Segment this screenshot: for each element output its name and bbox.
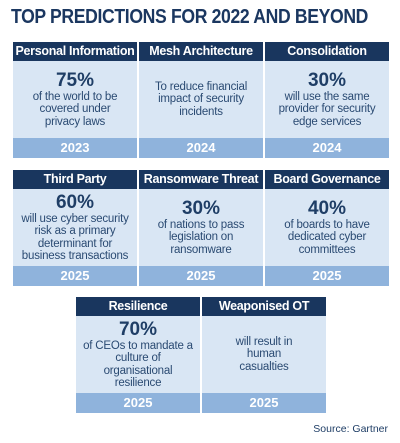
prediction-card-mesh-architecture: Mesh Architecture To reduce financial im… — [139, 42, 263, 158]
prediction-card-resilience: Resilience 70% of CEOs to mandate a cult… — [76, 297, 200, 413]
card-description: To reduce financial impact of security i… — [154, 80, 248, 118]
card-description: will use cyber security risk as a primar… — [21, 212, 129, 263]
infographic-title: TOP PREDICTIONS FOR 2022 AND BEYOND — [11, 6, 369, 28]
card-description: will use the same provider for security … — [278, 90, 376, 128]
card-description: of the world to be covered under privacy… — [32, 90, 118, 128]
card-percent: 75% — [55, 69, 95, 91]
card-percent: 30% — [307, 69, 347, 91]
card-body: 40% of boards to have dedicated cyber co… — [265, 189, 389, 266]
card-year: 2025 — [76, 393, 200, 413]
prediction-card-ransomware-threat: Ransomware Threat 30% of nations to pass… — [139, 170, 263, 286]
prediction-card-weaponised-ot: Weaponised OT will result in human casua… — [202, 297, 326, 413]
card-heading: Ransomware Threat — [139, 170, 263, 189]
card-year: 2024 — [265, 138, 389, 158]
prediction-card-personal-information: Personal Information 75% of the world to… — [13, 42, 137, 158]
card-heading: Weaponised OT — [202, 297, 326, 316]
card-description: of boards to have dedicated cyber commit… — [284, 218, 370, 256]
card-body: 60% will use cyber security risk as a pr… — [13, 189, 137, 266]
card-description: of CEOs to mandate a culture of organisa… — [83, 339, 193, 390]
card-description: will result in human casualties — [235, 335, 293, 373]
card-percent: 40% — [307, 197, 347, 219]
card-year: 2025 — [202, 393, 326, 413]
card-body: To reduce financial impact of security i… — [139, 61, 263, 138]
card-percent: 60% — [55, 191, 95, 213]
card-heading: Consolidation — [265, 42, 389, 61]
card-heading: Resilience — [76, 297, 200, 316]
prediction-card-third-party: Third Party 60% will use cyber security … — [13, 170, 137, 286]
card-body: 30% of nations to pass legislation on ra… — [139, 189, 263, 266]
card-description: of nations to pass legislation on ransom… — [157, 218, 245, 256]
card-percent: 70% — [118, 318, 158, 340]
card-body: 70% of CEOs to mandate a culture of orga… — [76, 316, 200, 393]
card-body: 75% of the world to be covered under pri… — [13, 61, 137, 138]
card-year: 2025 — [265, 266, 389, 286]
card-body: 30% will use the same provider for secur… — [265, 61, 389, 138]
card-heading: Board Governance — [265, 170, 389, 189]
card-body: will result in human casualties — [202, 316, 326, 393]
prediction-card-consolidation: Consolidation 30% will use the same prov… — [265, 42, 389, 158]
card-percent: 30% — [181, 197, 221, 219]
card-heading: Third Party — [13, 170, 137, 189]
card-year: 2025 — [139, 266, 263, 286]
card-year: 2023 — [13, 138, 137, 158]
card-heading: Personal Information — [13, 42, 137, 61]
card-year: 2024 — [139, 138, 263, 158]
prediction-card-board-governance: Board Governance 40% of boards to have d… — [265, 170, 389, 286]
source-credit: Source: Gartner — [313, 423, 388, 435]
card-heading: Mesh Architecture — [139, 42, 263, 61]
card-year: 2025 — [13, 266, 137, 286]
